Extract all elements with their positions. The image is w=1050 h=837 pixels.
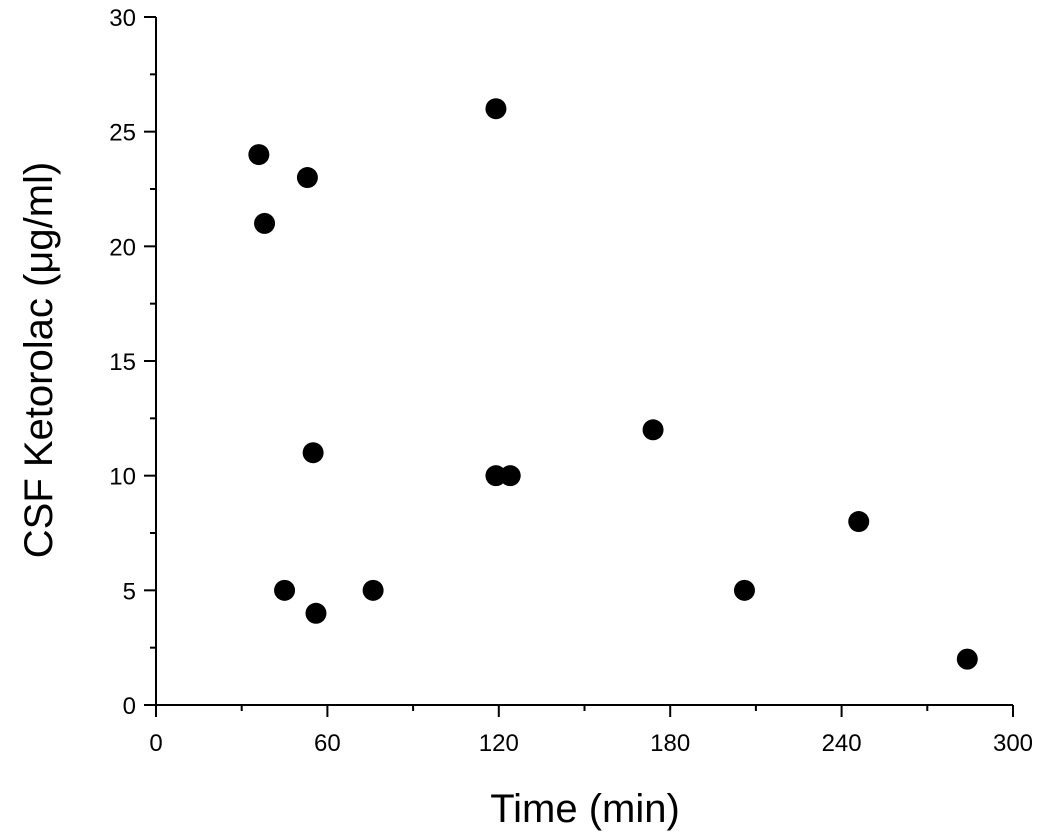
data-point [274, 579, 296, 601]
data-point [485, 98, 507, 120]
y-tick-label: 10 [109, 464, 136, 491]
y-axis-title: CSF Ketorolac (μg/ml) [17, 162, 61, 558]
x-axis-title: Time (min) [490, 787, 680, 831]
data-point [302, 442, 324, 464]
data-points [248, 98, 978, 670]
x-tick-label: 180 [650, 730, 690, 757]
x-tick-label: 120 [479, 730, 519, 757]
data-point [642, 419, 664, 441]
data-point [956, 648, 978, 670]
data-point [248, 144, 270, 166]
data-point [362, 579, 384, 601]
x-tick-label: 240 [822, 730, 862, 757]
y-tick-label: 25 [109, 120, 136, 147]
y-tick-label: 30 [109, 5, 136, 32]
data-point [499, 465, 521, 487]
data-point [254, 212, 276, 234]
x-tick-label: 60 [314, 730, 341, 757]
x-tick-label: 300 [993, 730, 1033, 757]
data-point [848, 511, 870, 533]
data-point [305, 602, 327, 624]
x-tick-label: 0 [149, 730, 162, 757]
x-axis: 0 60 120 180 240 300 [149, 704, 1033, 757]
y-tick-label: 15 [109, 349, 136, 376]
y-tick-label: 0 [123, 693, 136, 720]
y-axis: 0 5 10 15 20 25 30 [109, 5, 157, 720]
y-tick-label: 5 [123, 578, 136, 605]
y-tick-label: 20 [109, 234, 136, 261]
data-point [296, 167, 318, 189]
data-point [733, 579, 755, 601]
